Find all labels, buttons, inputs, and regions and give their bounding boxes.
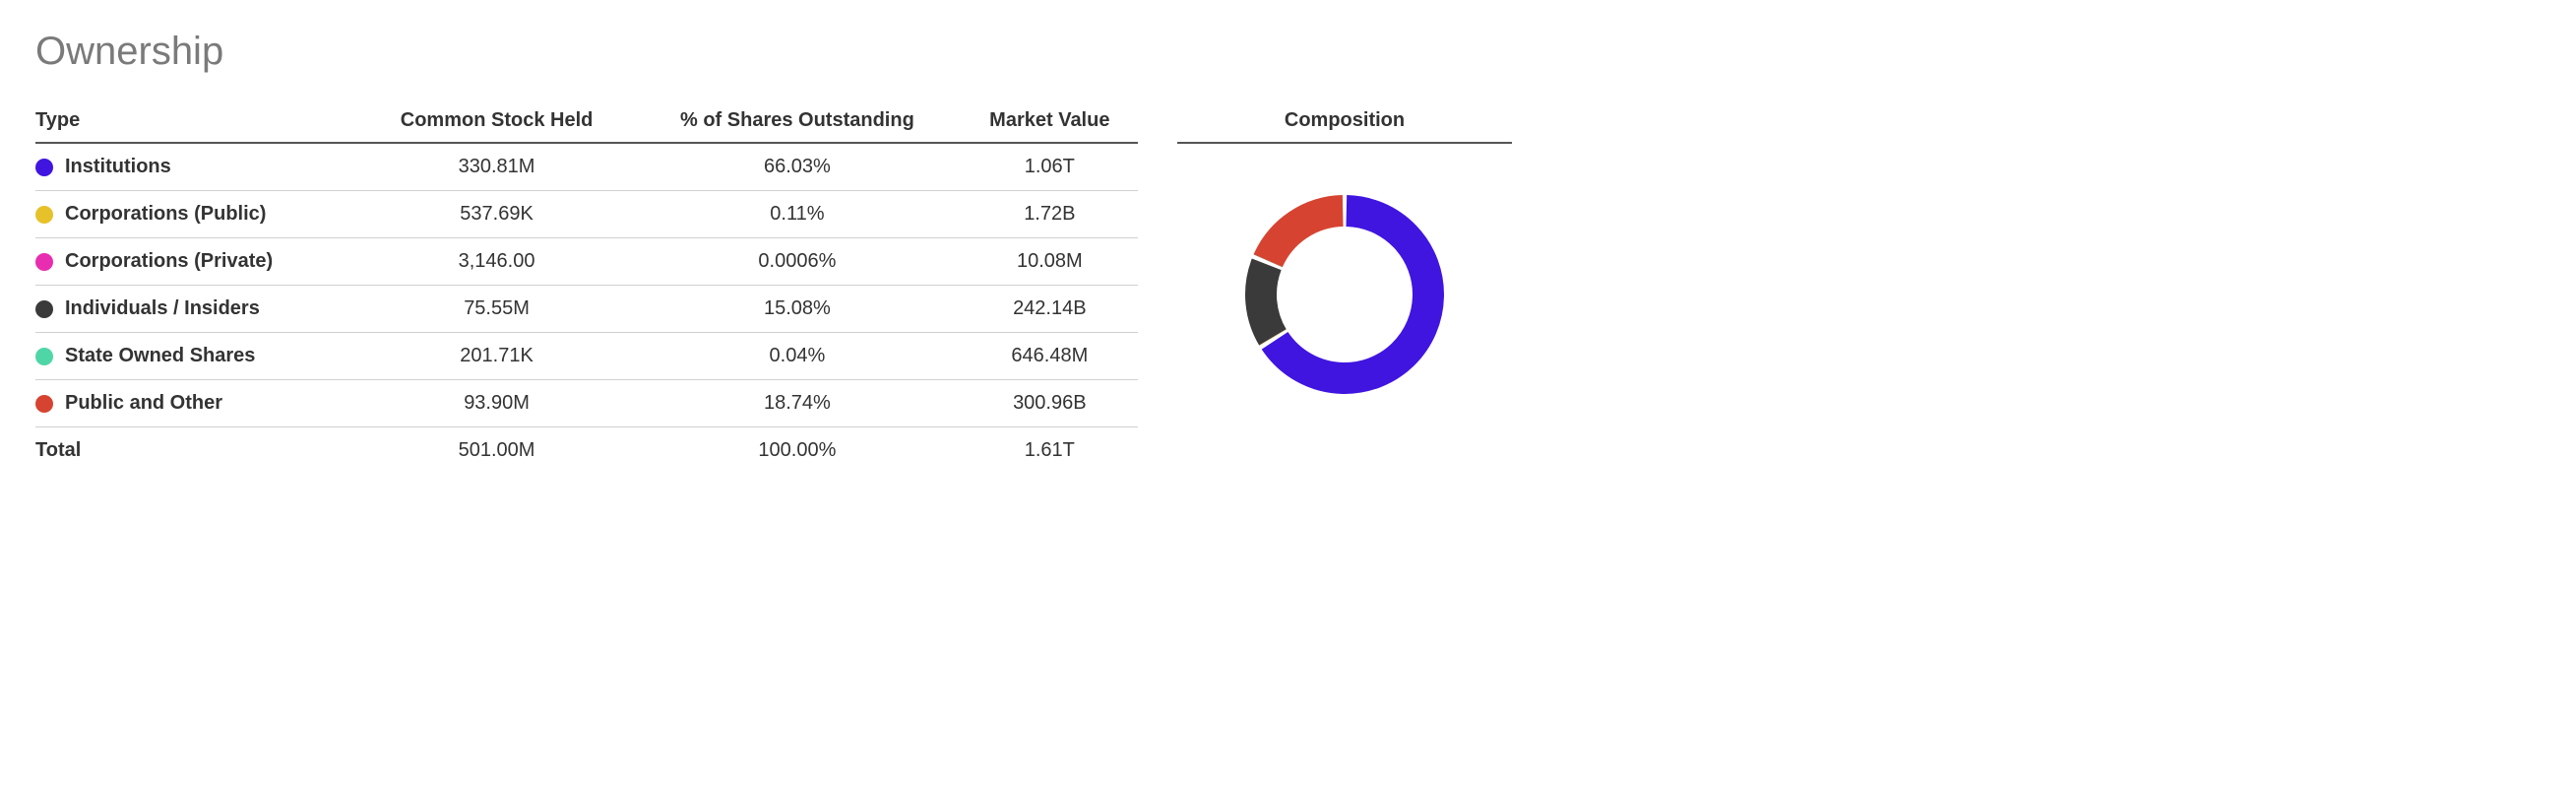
cell-held: 537.69K (360, 191, 633, 238)
ownership-table-wrap: Type Common Stock Held % of Shares Outst… (35, 101, 1138, 474)
type-label: Institutions (65, 156, 171, 178)
legend-swatch (35, 348, 53, 365)
cell-type: Institutions (35, 143, 360, 191)
section-title: Ownership (35, 30, 2541, 74)
legend-swatch (35, 159, 53, 176)
col-header-pct: % of Shares Outstanding (633, 101, 962, 143)
cell-type: State Owned Shares (35, 333, 360, 380)
type-label: State Owned Shares (65, 345, 255, 367)
type-label: Public and Other (65, 392, 222, 415)
type-label: Corporations (Private) (65, 250, 273, 273)
col-header-mv: Market Value (962, 101, 1138, 143)
type-label: Individuals / Insiders (65, 297, 260, 320)
cell-pct: 100.00% (633, 427, 962, 475)
col-header-held: Common Stock Held (360, 101, 633, 143)
table-header-row: Type Common Stock Held % of Shares Outst… (35, 101, 1138, 143)
cell-held: 501.00M (360, 427, 633, 475)
donut-chart-holder (1177, 181, 1512, 408)
col-header-type: Type (35, 101, 360, 143)
legend-swatch (35, 395, 53, 413)
ownership-table: Type Common Stock Held % of Shares Outst… (35, 101, 1138, 474)
table-row-total: Total501.00M100.00%1.61T (35, 427, 1138, 475)
legend-swatch (35, 206, 53, 224)
table-row: Corporations (Private) 3,146.000.0006%10.… (35, 238, 1138, 286)
cell-held: 330.81M (360, 143, 633, 191)
cell-held: 201.71K (360, 333, 633, 380)
col-header-composition: Composition (1177, 101, 1512, 144)
table-row: Institutions 330.81M66.03%1.06T (35, 143, 1138, 191)
cell-type: Corporations (Private) (35, 238, 360, 286)
cell-pct: 0.11% (633, 191, 962, 238)
cell-mv: 242.14B (962, 286, 1138, 333)
cell-mv: 1.61T (962, 427, 1138, 475)
cell-mv: 10.08M (962, 238, 1138, 286)
ownership-layout: Type Common Stock Held % of Shares Outst… (35, 101, 2541, 474)
cell-mv: 300.96B (962, 380, 1138, 427)
table-row: Corporations (Public) 537.69K0.11%1.72B (35, 191, 1138, 238)
cell-pct: 0.04% (633, 333, 962, 380)
legend-swatch (35, 300, 53, 318)
table-row: Individuals / Insiders 75.55M15.08%242.14… (35, 286, 1138, 333)
legend-swatch (35, 253, 53, 271)
cell-held: 75.55M (360, 286, 633, 333)
table-row: Public and Other 93.90M18.74%300.96B (35, 380, 1138, 427)
cell-mv: 1.72B (962, 191, 1138, 238)
cell-type: Public and Other (35, 380, 360, 427)
table-row: State Owned Shares 201.71K0.04%646.48M (35, 333, 1138, 380)
cell-type: Individuals / Insiders (35, 286, 360, 333)
composition-donut-chart (1231, 181, 1458, 408)
cell-pct: 0.0006% (633, 238, 962, 286)
cell-held: 93.90M (360, 380, 633, 427)
cell-mv: 1.06T (962, 143, 1138, 191)
composition-column: Composition (1177, 101, 1512, 408)
cell-held: 3,146.00 (360, 238, 633, 286)
cell-pct: 18.74% (633, 380, 962, 427)
cell-type: Total (35, 427, 360, 475)
cell-mv: 646.48M (962, 333, 1138, 380)
type-label: Corporations (Public) (65, 203, 266, 226)
cell-pct: 66.03% (633, 143, 962, 191)
cell-type: Corporations (Public) (35, 191, 360, 238)
cell-pct: 15.08% (633, 286, 962, 333)
